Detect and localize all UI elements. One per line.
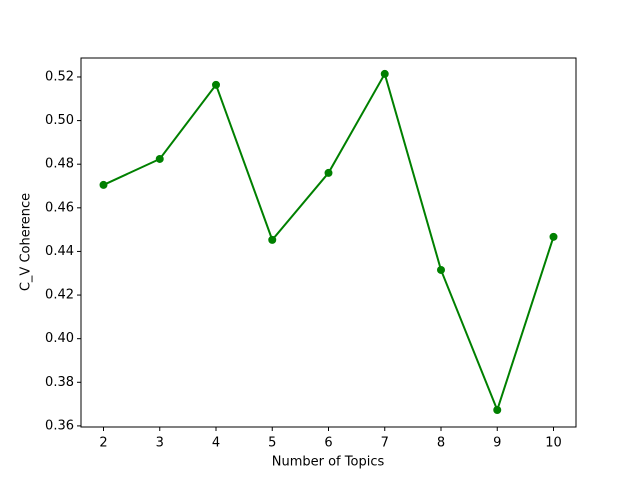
x-tick-label: 3 [156, 436, 164, 451]
data-point [212, 80, 220, 89]
x-tick-label: 2 [99, 436, 107, 451]
data-point [324, 168, 333, 177]
data-point [380, 69, 389, 78]
data-point [493, 405, 502, 414]
x-tick-label: 5 [268, 436, 276, 451]
x-tick-label: 4 [212, 436, 220, 451]
data-point [155, 154, 164, 163]
x-tick-label: 8 [437, 436, 445, 451]
y-tick-label: 0.38 [45, 375, 74, 390]
data-point [268, 235, 277, 244]
y-tick-label: 0.50 [45, 113, 74, 128]
x-tick-label: 7 [381, 436, 389, 451]
y-tick-label: 0.44 [45, 244, 74, 259]
data-point [437, 265, 445, 274]
x-tick-label: 6 [324, 436, 332, 451]
y-tick-label: 0.46 [45, 200, 74, 215]
y-tick-label: 0.52 [45, 69, 74, 84]
data-point [99, 180, 108, 189]
x-axis-label: Number of Topics [272, 455, 385, 470]
y-tick-label: 0.48 [45, 157, 74, 172]
data-line [103, 71, 555, 413]
x-tick-label: 9 [493, 436, 501, 451]
y-axis-label: C_V Coherence [19, 193, 34, 291]
y-tick-label: 0.40 [45, 331, 74, 346]
data-point [549, 232, 558, 241]
y-tick-label: 0.42 [45, 288, 74, 303]
x-tick-label: 10 [545, 436, 562, 451]
plot-frame [80, 57, 577, 428]
y-tick-label: 0.36 [45, 418, 74, 433]
